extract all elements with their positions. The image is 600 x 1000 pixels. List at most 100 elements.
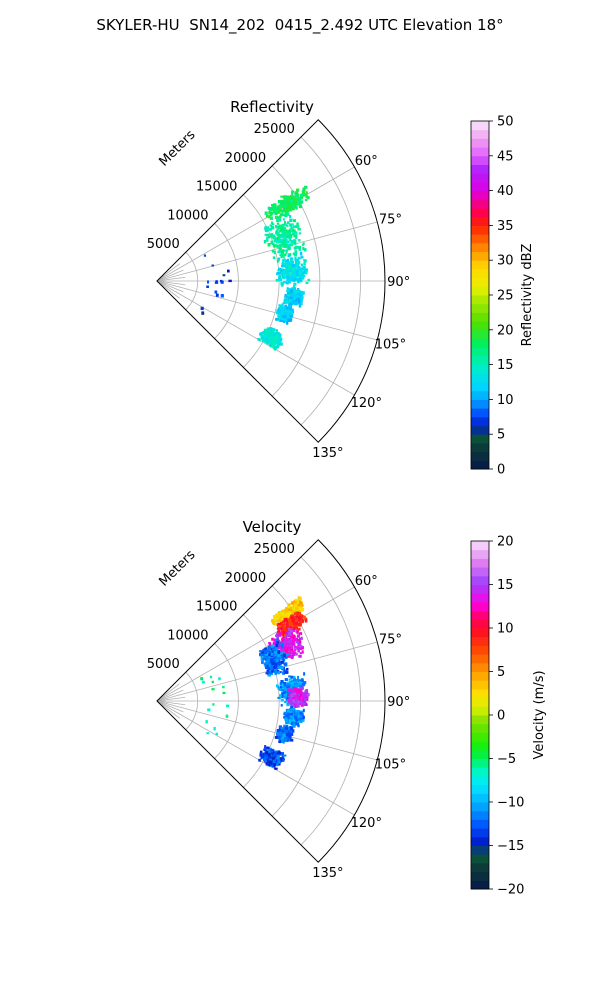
velocity-colorbar: −20 −15 −10 −5 0 5 10 15 20 xyxy=(470,535,524,898)
echo-gate xyxy=(286,621,290,624)
echo-gate xyxy=(295,606,298,611)
colorbar-band xyxy=(471,181,489,192)
colorbar-band xyxy=(471,399,489,409)
echo-gate xyxy=(267,235,271,239)
echo-gate xyxy=(280,652,283,655)
echo-gate xyxy=(284,736,288,740)
echo-gate xyxy=(304,271,308,275)
echo-gate xyxy=(297,266,301,269)
echo-gate xyxy=(277,629,281,633)
echo-gate xyxy=(283,195,286,199)
echo-gate xyxy=(297,256,301,260)
echo-gate xyxy=(264,211,268,215)
echo-gate xyxy=(300,195,304,199)
echo-gate xyxy=(303,672,306,676)
echo-gate xyxy=(281,645,284,649)
colorbar-band xyxy=(471,364,489,374)
echo-gate xyxy=(282,625,286,629)
echo-gate xyxy=(291,729,295,733)
echo-gate xyxy=(264,233,268,236)
echo-gate xyxy=(284,259,287,262)
echo-gate xyxy=(222,685,225,689)
echo-gate xyxy=(289,708,292,712)
echo-gate xyxy=(301,190,306,194)
echo-gate xyxy=(285,224,289,227)
echo-gate xyxy=(290,239,294,243)
echo-gate xyxy=(288,272,292,275)
echo-gate xyxy=(288,230,292,233)
azimuth-tick-label: 90° xyxy=(387,695,410,710)
echo-gate xyxy=(287,605,291,609)
echo-gate xyxy=(278,757,282,760)
echo-gate xyxy=(297,279,300,284)
echo-gate xyxy=(291,611,296,616)
echo-gate xyxy=(286,671,289,674)
echo-gate xyxy=(276,664,280,667)
echo-gate xyxy=(294,193,298,197)
echo-gate xyxy=(277,633,281,637)
colorbar-band xyxy=(471,390,489,400)
echo-gate xyxy=(291,635,295,639)
echo-gate xyxy=(283,646,286,650)
echo-gate xyxy=(277,333,282,337)
colorbar-band xyxy=(471,645,489,655)
echo-gate xyxy=(277,257,280,261)
echo-gate xyxy=(278,215,282,219)
echo-gate xyxy=(292,629,296,632)
echo-gate xyxy=(289,197,293,200)
echo-gate xyxy=(291,688,295,692)
echo-gate xyxy=(278,230,283,233)
echo-gate xyxy=(277,661,281,665)
echo-gate xyxy=(281,303,284,306)
echo-gate xyxy=(276,627,280,630)
echo-gate xyxy=(268,337,271,341)
echo-gate xyxy=(279,671,282,674)
echo-gate xyxy=(263,758,266,761)
echo-gate xyxy=(293,676,296,680)
echo-gate xyxy=(288,274,291,277)
echo-gate xyxy=(294,289,298,292)
echo-gate xyxy=(284,614,288,618)
echo-gate xyxy=(273,646,277,649)
echo-gate xyxy=(285,295,289,298)
azimuth-gridline xyxy=(156,221,378,282)
echo-gate xyxy=(297,627,301,631)
echo-gate xyxy=(290,727,294,730)
echo-gate xyxy=(290,294,293,297)
echo-gate xyxy=(273,332,276,336)
echo-gate xyxy=(268,664,272,668)
echo-gate xyxy=(292,699,296,703)
echo-gate xyxy=(298,643,302,647)
echo-gate xyxy=(278,239,282,243)
echo-gate xyxy=(285,316,288,319)
echo-gate xyxy=(294,682,298,686)
echo-gate xyxy=(297,296,302,300)
echo-gate xyxy=(286,240,290,243)
echo-gate xyxy=(206,732,210,735)
echo-gate xyxy=(270,333,274,337)
echo-gate xyxy=(264,745,267,748)
colorbar-band xyxy=(471,549,489,559)
echo-gate xyxy=(288,246,291,250)
azimuth-gridline xyxy=(156,280,378,341)
echo-gate xyxy=(285,653,290,656)
echo-gate xyxy=(277,696,281,699)
echo-gate xyxy=(293,601,297,605)
reflectivity-azimuth-labels: 60° 75° 90° 105° 120° 135° xyxy=(312,154,410,461)
echo-gate xyxy=(292,724,296,728)
echo-gate xyxy=(269,341,273,345)
colorbar-band xyxy=(471,810,489,820)
azimuth-gridline xyxy=(156,166,355,282)
echo-gate xyxy=(291,619,295,624)
echo-gate xyxy=(260,756,263,760)
echo-gate xyxy=(296,188,300,191)
echo-gate xyxy=(295,298,300,301)
echo-gate xyxy=(281,311,285,314)
colorbar-band xyxy=(471,164,489,174)
echo-gate xyxy=(283,691,286,695)
echo-gate xyxy=(301,702,305,705)
echo-gate xyxy=(279,235,283,239)
echo-gate xyxy=(304,185,308,189)
echo-gate xyxy=(290,312,294,315)
echo-gate xyxy=(265,756,268,759)
